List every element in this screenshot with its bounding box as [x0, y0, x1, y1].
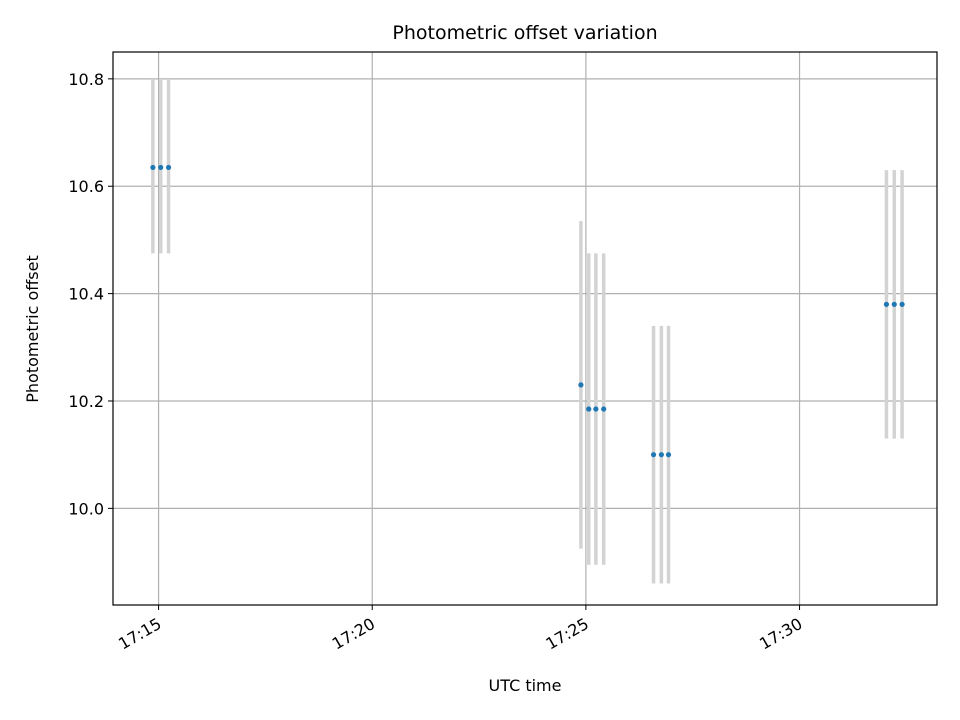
data-point [899, 301, 905, 307]
y-tick-label: 10.0 [68, 499, 104, 518]
data-points [150, 164, 905, 458]
x-axis-label: UTC time [489, 676, 562, 695]
y-axis: 10.0 10.2 10.4 10.6 10.8 [68, 70, 113, 518]
grid [113, 52, 937, 605]
plot-frame [112, 51, 938, 606]
y-tick-label: 10.4 [68, 285, 104, 304]
y-tick-label: 10.2 [68, 392, 104, 411]
data-point [165, 164, 172, 171]
data-point [658, 452, 664, 458]
y-tick-label: 10.6 [68, 177, 104, 196]
data-point [158, 164, 164, 171]
data-point [665, 452, 672, 458]
data-point [150, 164, 156, 171]
data-point [650, 452, 657, 458]
y-axis-label: Photometric offset [23, 255, 42, 403]
data-point [891, 301, 897, 307]
data-point [593, 406, 599, 412]
chart-title: Photometric offset variation [392, 22, 657, 44]
y-tick-label: 10.8 [68, 70, 104, 89]
data-point [578, 382, 584, 388]
data-point [586, 406, 592, 412]
data-point [883, 301, 890, 307]
data-point [601, 406, 607, 412]
